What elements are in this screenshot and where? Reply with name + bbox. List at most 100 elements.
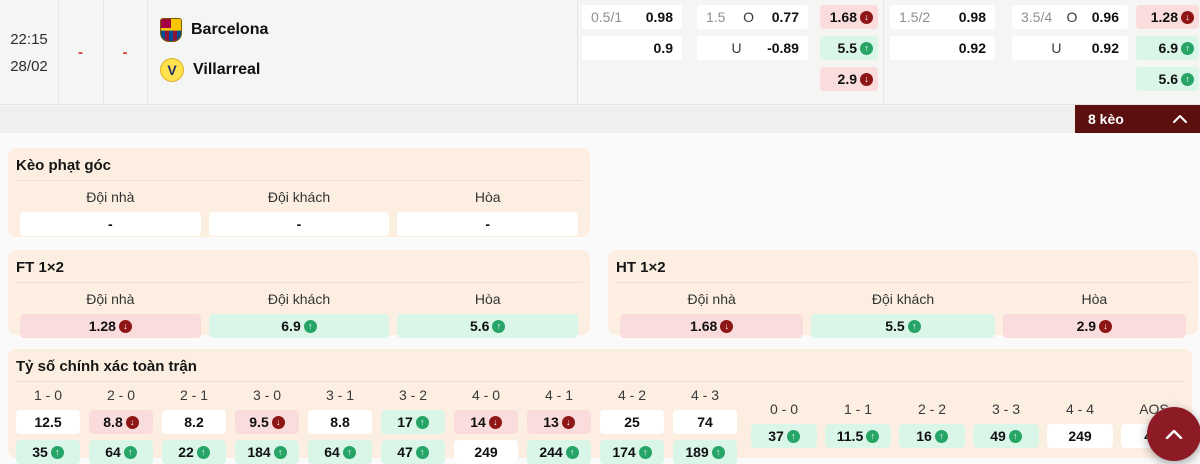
header-draw: Hòa [474,189,501,205]
odds-value: 49 [990,428,1006,444]
score-odds[interactable]: 189 ↑ [673,440,737,464]
score-odds[interactable]: 22 ↑ [162,440,226,464]
odds-count-toggle[interactable]: 8 kèo [1075,105,1200,133]
header-away: Đội khách [871,291,935,307]
hdp2-bottom-odds[interactable]: 0.92 [890,36,995,60]
score-odds[interactable]: 47 ↑ [381,440,445,464]
score-label: 2 - 0 [106,387,135,403]
score-odds[interactable]: 9.5 ↓ [235,410,299,434]
score-column: 1 - 0 12.5 35 ↑ [16,387,80,464]
ou1-under-odds[interactable]: U -0.89 [697,36,808,60]
under-label: U [1051,40,1062,56]
ou1-over-odds[interactable]: 1.5 O 0.77 [697,5,808,29]
correct-score-card: Tỷ số chính xác toàn trận 1 - 0 12.5 35 ↑… [8,349,1192,464]
trend-up-icon: ↑ [123,445,137,459]
x12b-away-odds[interactable]: 6.9 ↑ [1136,36,1199,60]
ou2-over-value: 0.96 [1091,9,1119,25]
score-column: 4 - 1 13 ↓ 244 ↑ [527,387,591,464]
score-odds[interactable]: 8.8 ↓ [89,410,153,434]
trend-up-icon: ↑ [50,445,64,459]
score-odds[interactable]: 25 [600,410,664,434]
ft-away-odds[interactable]: 6.9 ↑ [208,314,390,338]
sub-header-band [0,106,1200,133]
x12a-away-odds[interactable]: 5.5 ↑ [820,36,878,60]
x12a-home-odds[interactable]: 1.68 ↓ [820,5,878,29]
corner-home-odds[interactable]: - [20,212,201,236]
ou2-line: 3.5/4 [1021,9,1053,25]
score-odds[interactable]: 64 ↑ [308,440,372,464]
score-odds[interactable]: 249 [1047,424,1113,448]
trend-down-icon: ↓ [860,72,873,86]
trend-up-icon: ↑ [860,41,873,55]
x12b-draw-odds[interactable]: 5.6 ↑ [1136,67,1199,91]
ft-draw-odds[interactable]: 5.6 ↑ [397,314,579,338]
header-home: Đội nhà [86,189,135,205]
score-odds[interactable]: 74 [673,410,737,434]
scroll-to-top-button[interactable] [1147,407,1200,461]
score-odds[interactable]: 64 ↑ [89,440,153,464]
section-title: Tỷ số chính xác toàn trận [16,358,197,375]
ht-home-odds[interactable]: 1.68 ↓ [620,314,804,338]
odds-value: - [296,216,302,232]
corner-draw-odds[interactable]: - [397,212,579,236]
header-away: Đội khách [267,291,331,307]
x12b-home-odds[interactable]: 1.28 ↓ [1136,5,1199,29]
ht-draw-odds[interactable]: 2.9 ↓ [1002,314,1186,338]
trend-down-icon: ↓ [561,415,575,429]
score-label: 1 - 0 [33,387,62,403]
ht-away-odds[interactable]: 5.5 ↑ [811,314,995,338]
score-column: 0 - 0 37 ↑ [751,401,817,464]
x12a-draw-odds[interactable]: 2.9 ↓ [820,67,878,91]
odds-value: 249 [1068,428,1092,444]
score-odds[interactable]: 14 ↓ [454,410,518,434]
column-divider [58,0,59,105]
odds-value: 8.8 [103,414,123,430]
ou2-over-odds[interactable]: 3.5/4 O 0.96 [1012,5,1128,29]
odds-value: 14 [470,414,486,430]
column-divider [147,0,148,105]
odds-value: 1.68 [829,9,857,25]
odds-value: 8.2 [184,414,204,430]
trend-down-icon: ↓ [720,319,734,333]
ft-home-odds[interactable]: 1.28 ↓ [20,314,201,338]
column-divider [577,0,578,105]
ft-1x2-card: FT 1×2 Đội nhà Đội khách Hòa 1.28 ↓ 6.9 ↑ … [8,250,590,338]
hdp1-bottom-odds[interactable]: 0.9 [582,36,682,60]
score-odds[interactable]: 249 [454,440,518,464]
corner-away-odds[interactable]: - [208,212,390,236]
hdp2-top-odds[interactable]: 1.5/2 0.98 [890,5,995,29]
ou1-line: 1.5 [706,9,726,25]
ou2-under-odds[interactable]: U 0.92 [1012,36,1128,60]
score-odds[interactable]: 8.2 [162,410,226,434]
score-odds[interactable]: 8.8 [308,410,372,434]
odds-value: 64 [105,444,121,460]
ht-1x2-card: HT 1×2 Đội nhà Đội khách Hòa 1.68 ↓ 5.5 ↑ … [608,250,1198,338]
trend-up-icon: ↑ [1181,72,1194,86]
hdp1-bottom-value: 0.9 [653,40,673,56]
score-odds[interactable]: 174 ↑ [600,440,664,464]
score-column: 3 - 1 8.8 64 ↑ [308,387,372,464]
hdp1-top-value: 0.98 [645,9,673,25]
score-column: 4 - 4 249 [1047,401,1113,464]
score-odds[interactable]: 11.5 ↑ [825,424,891,448]
score-odds[interactable]: 35 ↑ [16,440,80,464]
score-odds[interactable]: 37 ↑ [751,424,817,448]
score-column: 2 - 1 8.2 22 ↑ [162,387,226,464]
score-odds[interactable]: 49 ↑ [973,424,1039,448]
home-team-row[interactable]: Barcelona [160,18,268,42]
odds-value: 5.5 [837,40,857,56]
odds-value: 22 [178,444,194,460]
hdp1-top-odds[interactable]: 0.5/1 0.98 [582,5,682,29]
score-odds[interactable]: 17 ↑ [381,410,445,434]
score-label: 3 - 1 [325,387,354,403]
score-odds[interactable]: 184 ↑ [235,440,299,464]
score-odds[interactable]: 16 ↑ [899,424,965,448]
score-odds[interactable]: 244 ↑ [527,440,591,464]
odds-value: 1.28 [1150,9,1178,25]
score-odds[interactable]: 13 ↓ [527,410,591,434]
away-team-row[interactable]: V Villarreal [160,58,260,82]
odds-value: 184 [247,444,271,460]
trend-down-icon: ↓ [860,10,873,24]
score-odds[interactable]: 12.5 [16,410,80,434]
match-time: 22:15 [10,30,48,48]
